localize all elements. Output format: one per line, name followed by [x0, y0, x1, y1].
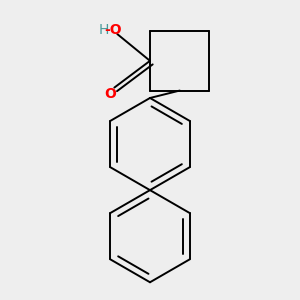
Text: -O: -O — [104, 22, 122, 37]
Text: O: O — [104, 86, 116, 100]
Text: H: H — [99, 22, 109, 37]
